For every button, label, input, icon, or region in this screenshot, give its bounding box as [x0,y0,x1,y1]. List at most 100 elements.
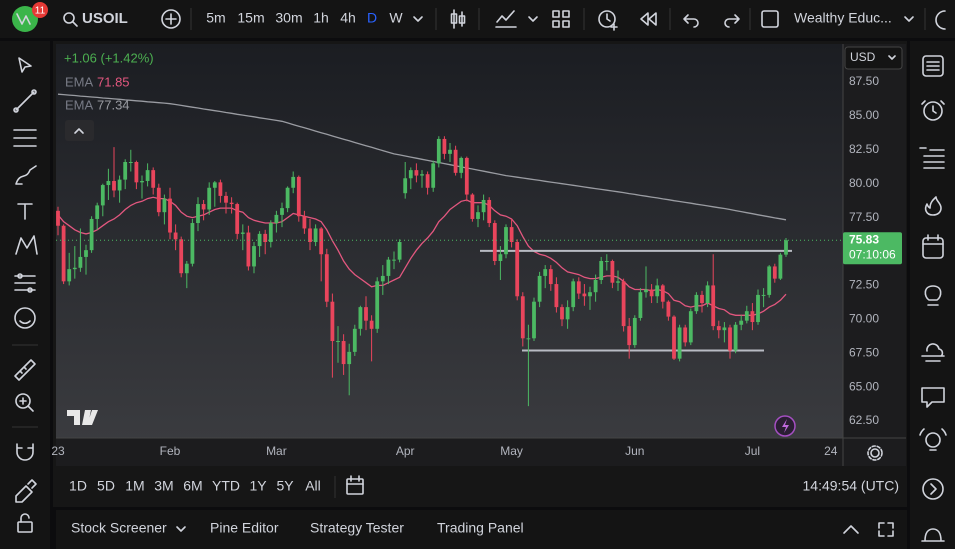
x-tick-label: Jul [745,444,760,458]
alert-icon[interactable] [598,10,618,31]
candle-body [705,285,710,304]
interval-button[interactable]: 15m [237,10,264,26]
candle-body [728,327,732,351]
candle-body [526,338,531,340]
currency[interactable]: USD [850,50,876,64]
candle-body [425,174,430,188]
indicators-chevron[interactable] [528,16,538,22]
candle-body [235,204,240,234]
symbol[interactable]: USOIL [82,10,128,27]
candle-body [627,326,632,346]
candle-body [145,170,150,181]
candle-body [123,161,128,180]
candle-body [100,185,105,206]
range-button[interactable]: 5D [97,478,115,494]
tv-logo [67,410,98,425]
search-icon[interactable] [63,12,78,27]
range-button[interactable]: All [305,478,321,494]
candle-body [498,254,503,262]
replay-icon[interactable] [640,12,657,26]
candle-body [772,266,777,279]
candle-body [162,198,167,213]
candle-body [291,176,296,188]
candle-body [302,216,307,229]
candle-body [481,199,486,213]
interval-button[interactable]: W [389,10,403,26]
range-button[interactable]: 1Y [249,478,267,494]
layout-name[interactable]: Wealthy Educ... [794,10,892,26]
change-label: +1.06 (+1.42%) [64,50,154,65]
candle-body [649,289,654,297]
currency-button[interactable] [844,46,903,70]
compare-button[interactable] [161,9,181,29]
expand-panel[interactable] [843,525,859,534]
candle-body [672,316,676,359]
range-button[interactable]: 3M [154,478,173,494]
candle-body [184,263,189,274]
candle-body [246,232,251,267]
interval-button[interactable]: 4h [340,10,356,26]
candle-body [448,149,452,154]
maximize-panel[interactable] [878,522,894,537]
indicators-icon[interactable] [495,10,517,28]
candle-body [257,233,262,247]
range-button[interactable]: 5Y [276,478,294,494]
chart-type-icon[interactable] [450,9,466,29]
fullscreen-icon[interactable] [935,10,946,30]
ema-line [57,93,787,221]
x-tick-label: Mar [266,444,287,458]
range-button[interactable]: YTD [212,478,240,494]
panel-tab[interactable]: Pine Editor [210,520,279,536]
candle-body [504,227,508,255]
candle-body [347,351,352,365]
candle-body [487,199,492,224]
candle-body [268,223,273,243]
tab-chevron[interactable] [176,526,186,532]
candle-body [582,293,587,297]
range-button[interactable]: 6M [183,478,202,494]
legend-value: 77.34 [97,97,130,112]
candle-body [509,227,514,243]
collapse-legend[interactable] [65,120,94,141]
goto-date[interactable] [346,475,364,495]
interval-button[interactable]: 5m [206,10,225,26]
candle-body [548,269,553,285]
layout-chevron[interactable] [904,16,914,22]
y-tick-label: 85.00 [849,108,879,122]
range-button[interactable]: 1M [125,478,144,494]
time-axis [56,438,843,466]
redo-icon[interactable] [724,14,740,28]
range-button[interactable]: 1D [69,478,87,494]
settings-gear[interactable] [867,445,883,461]
candle-body [532,301,536,339]
x-tick-label: 23 [51,444,65,458]
alert-badge[interactable] [774,415,796,437]
interval-button[interactable]: 30m [275,10,302,26]
chart-pane [56,44,843,438]
side-widgets[interactable] [919,55,947,542]
candle-body [369,320,374,329]
candle-body [588,292,592,297]
panel-tab[interactable]: Trading Panel [437,520,524,536]
layout-square[interactable] [761,10,779,28]
interval-button[interactable]: 1h [313,10,329,26]
layouts-icon[interactable] [552,10,570,28]
candle-body [453,149,458,173]
candle-body [464,157,469,195]
candle-body [403,178,408,194]
drawing-tools[interactable] [13,57,38,533]
panel-tab[interactable]: Stock Screener [71,520,167,536]
interval-chevron[interactable] [413,16,423,22]
candle-body [196,204,200,224]
currency-chevron[interactable] [888,55,896,60]
candle-body [739,320,744,325]
candle-body [67,269,72,282]
candle-body [324,254,329,302]
candle-body [352,328,357,352]
undo-icon[interactable] [683,14,699,28]
interval-button[interactable]: D [367,10,377,26]
candle-body [330,301,335,342]
panel-tab[interactable]: Strategy Tester [310,520,404,536]
logo[interactable] [12,2,48,32]
candle-body [151,170,156,188]
